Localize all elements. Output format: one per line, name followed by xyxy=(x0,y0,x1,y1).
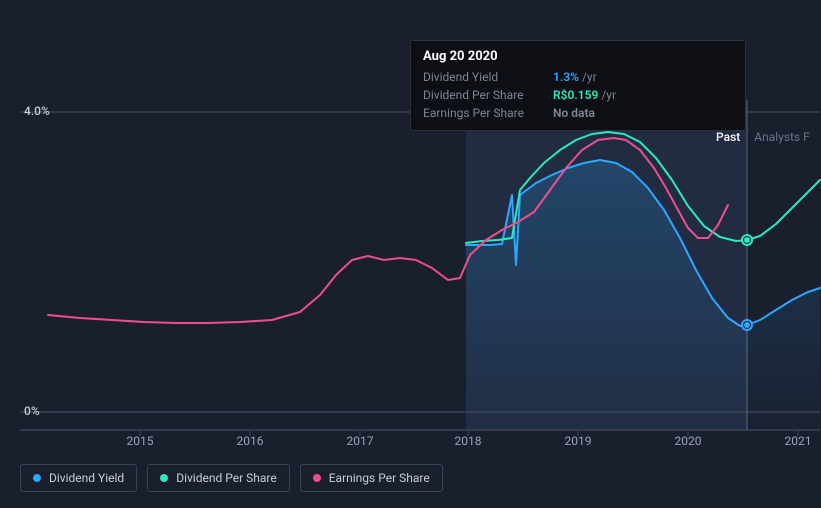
chart-legend: Dividend Yield Dividend Per Share Earnings… xyxy=(20,464,443,492)
past-toggle[interactable]: Past xyxy=(716,130,740,144)
legend-label: Dividend Per Share xyxy=(176,471,277,485)
tooltip-row: Earnings Per ShareNo data xyxy=(423,104,733,122)
svg-text:2020: 2020 xyxy=(675,434,702,448)
tooltip-row: Dividend Per ShareR$0.159/yr xyxy=(423,86,733,104)
svg-text:2017: 2017 xyxy=(347,434,374,448)
svg-text:2015: 2015 xyxy=(127,434,154,448)
legend-item-earnings-per-share[interactable]: Earnings Per Share xyxy=(300,464,443,492)
tooltip-row: Dividend Yield1.3%/yr xyxy=(423,68,733,86)
tooltip-rows: Dividend Yield1.3%/yrDividend Per ShareR… xyxy=(423,68,733,122)
legend-label: Dividend Yield xyxy=(49,471,124,485)
svg-text:4.0%: 4.0% xyxy=(24,104,50,118)
legend-dot xyxy=(33,474,41,482)
chart-tooltip: Aug 20 2020 Dividend Yield1.3%/yrDividen… xyxy=(410,40,746,131)
dividend-chart: 0% 4.0% 2015 2016 2017 2018 2019 2020 2021 Aug 2… xyxy=(0,0,821,508)
svg-text:2018: 2018 xyxy=(455,434,482,448)
tooltip-date: Aug 20 2020 xyxy=(423,49,733,64)
svg-text:0%: 0% xyxy=(24,404,40,418)
svg-text:2021: 2021 xyxy=(785,434,812,448)
svg-text:2019: 2019 xyxy=(565,434,592,448)
svg-text:2016: 2016 xyxy=(237,434,264,448)
legend-dot xyxy=(160,474,168,482)
legend-label: Earnings Per Share xyxy=(329,471,430,485)
legend-dot xyxy=(313,474,321,482)
legend-item-dividend-yield[interactable]: Dividend Yield xyxy=(20,464,137,492)
time-range-toggle: Past Analysts F xyxy=(716,130,810,144)
analysts-forecast-toggle[interactable]: Analysts F xyxy=(754,130,810,144)
legend-item-dividend-per-share[interactable]: Dividend Per Share xyxy=(147,464,290,492)
